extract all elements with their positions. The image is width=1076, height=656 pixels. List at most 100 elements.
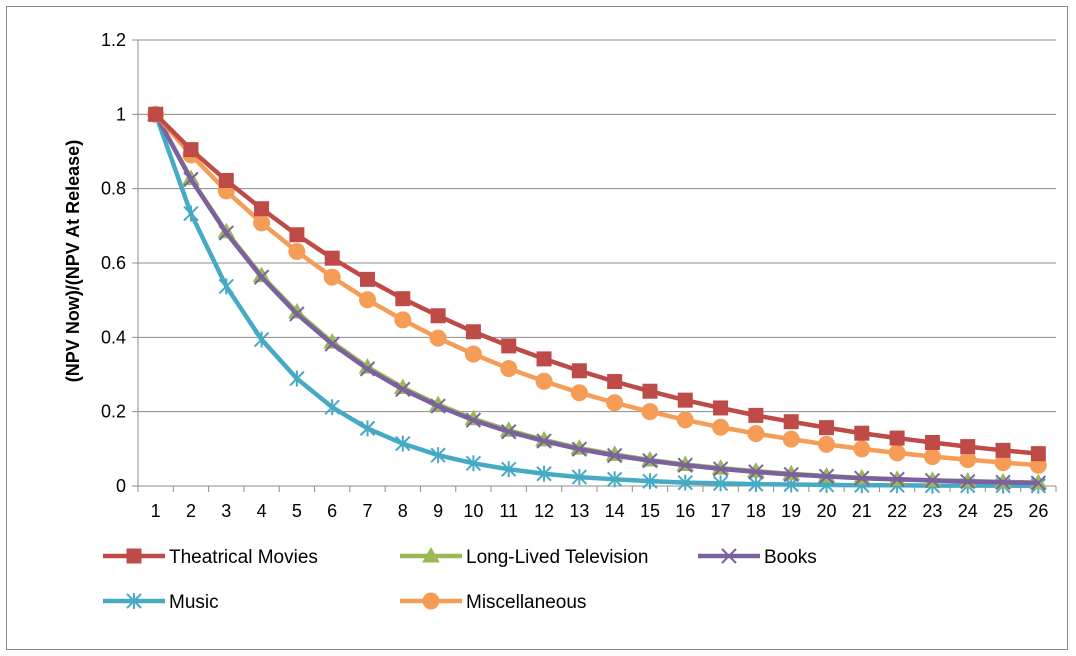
y-tick-label: 0.6 [101, 253, 126, 273]
data-point [571, 363, 587, 379]
data-point [571, 469, 588, 486]
data-point [1030, 446, 1046, 462]
x-tick-label: 22 [887, 501, 907, 521]
legend-item: Theatrical Movies [103, 547, 318, 568]
legend-item: Miscellaneous [400, 592, 586, 613]
x-tick-label: 17 [711, 501, 731, 521]
x-tick-label: 23 [922, 501, 942, 521]
data-point [464, 345, 482, 363]
x-tick-label: 24 [958, 501, 978, 521]
legend-label: Books [764, 547, 817, 568]
x-tick-label: 5 [292, 501, 302, 521]
data-point [289, 227, 305, 243]
data-point [995, 474, 1011, 490]
data-point [677, 457, 693, 473]
data-point [394, 311, 412, 329]
x-tick-label: 9 [433, 501, 443, 521]
data-point [324, 250, 340, 266]
data-point [395, 291, 411, 307]
data-point [571, 441, 588, 457]
data-point [854, 425, 870, 441]
x-tick-label: 11 [499, 501, 518, 521]
data-point [818, 435, 835, 453]
data-point [218, 172, 234, 188]
data-point [819, 420, 834, 436]
data-point [430, 308, 446, 324]
data-point [500, 360, 518, 378]
data-point [642, 453, 658, 469]
y-tick-label: 0.8 [101, 179, 126, 199]
data-point [289, 370, 305, 387]
data-point [253, 269, 270, 285]
data-point [323, 268, 341, 286]
axes: 00.20.40.60.811.21 2 3 4 5 6 7 8 9 10 11 12 13 14 15 16… [101, 30, 1057, 521]
data-point [465, 412, 482, 428]
data-point [713, 400, 729, 416]
data-point [712, 475, 729, 492]
series-line [154, 112, 1039, 456]
series-miscellaneous [147, 105, 1047, 474]
data-point [395, 435, 411, 452]
legend-swatch-marker [126, 548, 142, 564]
data-point [606, 471, 623, 488]
x-tick-label: 12 [534, 501, 554, 521]
x-tick-label: 13 [569, 501, 589, 521]
legend-swatch-marker [422, 592, 440, 610]
data-point [748, 476, 764, 493]
data-point [324, 399, 340, 416]
data-point [923, 448, 941, 466]
data-point [359, 420, 376, 437]
data-point [783, 414, 799, 430]
data-point [677, 392, 693, 408]
x-tick-label: 8 [398, 501, 408, 521]
data-point [536, 433, 552, 449]
gridlines [138, 39, 1056, 413]
legend-label: Music [169, 592, 219, 613]
data-point [712, 461, 729, 477]
x-tick-label: 1 [151, 501, 161, 521]
x-tick-label: 16 [675, 501, 695, 521]
legend-item: Long-Lived Television [400, 546, 648, 568]
legend-swatch-marker [422, 546, 440, 563]
y-axis-title: (NPV Now)/(NPV At Release) [63, 140, 83, 382]
data-point [783, 466, 799, 483]
data-point [429, 329, 447, 347]
data-point [359, 291, 376, 309]
y-tick-label: 1.2 [101, 30, 126, 50]
x-tick-label: 7 [362, 501, 372, 521]
data-point [818, 468, 835, 485]
series-line [153, 113, 1039, 486]
data-point [606, 447, 623, 464]
data-point [782, 430, 800, 448]
x-tick-label: 6 [327, 501, 337, 521]
data-point [570, 384, 588, 402]
data-point [960, 439, 976, 455]
data-point [606, 394, 624, 412]
series-lines [146, 105, 1048, 494]
data-point [183, 205, 199, 222]
y-tick-label: 0 [116, 476, 126, 496]
legend-label: Long-Lived Television [466, 547, 648, 568]
data-point [501, 461, 517, 478]
x-tick-label: 10 [463, 501, 483, 521]
data-point [960, 473, 976, 490]
y-tick-label: 1 [116, 104, 126, 124]
series-theatrical-movies [148, 106, 1046, 462]
data-point [183, 142, 199, 158]
x-tick-label: 20 [816, 501, 836, 521]
data-point [465, 324, 481, 340]
data-point [1030, 475, 1047, 491]
data-point [465, 455, 482, 472]
legend-label: Theatrical Movies [169, 547, 318, 568]
data-point [430, 398, 446, 414]
x-tick-label: 25 [993, 501, 1013, 521]
data-point [853, 440, 871, 458]
data-point [360, 271, 375, 287]
data-point [501, 338, 517, 354]
x-tick-label: 14 [605, 501, 625, 521]
legend-swatch-marker [721, 548, 737, 564]
legend: Theatrical Movies Long-Lived Television Bo… [103, 546, 817, 613]
x-tick-label: 2 [186, 501, 196, 521]
x-tick-label: 15 [640, 501, 660, 521]
data-point [607, 374, 623, 390]
